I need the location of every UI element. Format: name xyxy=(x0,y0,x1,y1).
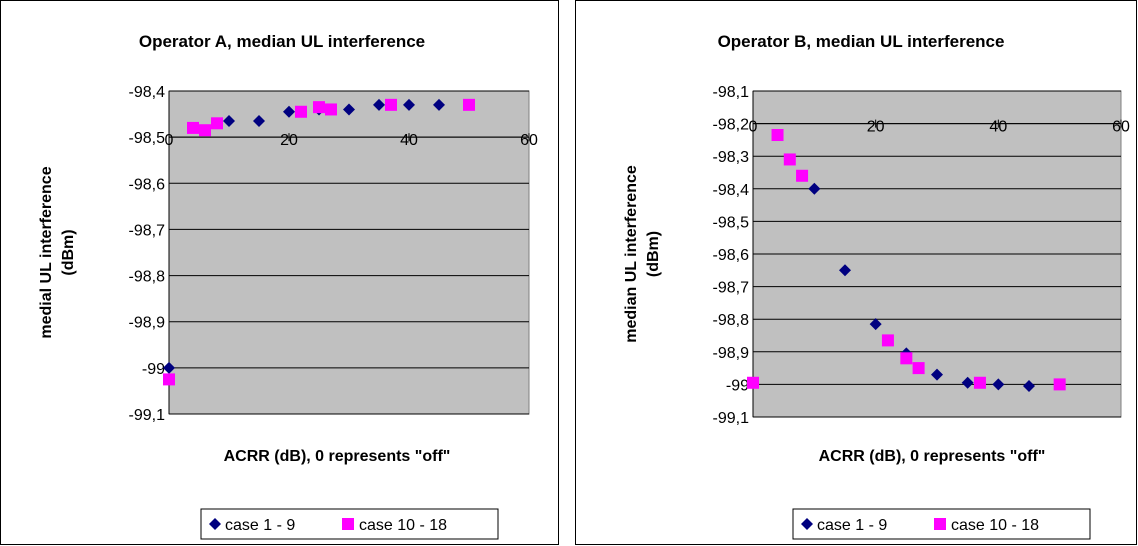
legend-marker-series-2 xyxy=(342,518,354,530)
data-point xyxy=(463,98,475,111)
data-point xyxy=(931,368,943,381)
chart-operator-a: Operator A, median UL interference -98,4 -… xyxy=(38,32,538,540)
y-tick-label: -98,6 xyxy=(713,247,750,264)
x-tick-label: 60 xyxy=(520,132,538,149)
data-point xyxy=(796,169,809,182)
y-tick-label: -98,5 xyxy=(713,214,750,231)
y-axis-label-unit: (dBm) xyxy=(60,229,77,275)
x-tick-label: 20 xyxy=(280,132,298,149)
data-point xyxy=(881,334,894,347)
data-point xyxy=(163,373,175,386)
data-point xyxy=(199,124,211,137)
chart-panel-operator-b: Operator B, median UL interference -98,1 -… xyxy=(575,0,1137,545)
y-axis-label: median UL interference xyxy=(623,165,640,343)
y-tick-label: -98,1 xyxy=(713,84,750,101)
data-point xyxy=(992,378,1005,391)
data-point xyxy=(253,114,265,127)
y-tick-label: -98,6 xyxy=(129,176,166,193)
x-axis-label: ACRR (dB), 0 represents "off" xyxy=(819,448,1046,465)
y-tick-label: -99 xyxy=(726,377,749,394)
x-tick-label: 20 xyxy=(867,119,885,136)
legend-label-series-2: case 10 - 18 xyxy=(951,517,1039,534)
data-point xyxy=(973,376,986,389)
y-tick-label: -98,2 xyxy=(713,117,750,134)
y-tick-label: -98,7 xyxy=(713,280,750,297)
data-point xyxy=(385,98,397,111)
x-tick-label: 0 xyxy=(749,119,758,136)
data-point xyxy=(373,98,385,111)
data-point xyxy=(313,101,325,114)
y-axis-label: medial UL interference xyxy=(38,166,55,338)
data-point xyxy=(295,105,307,118)
x-tick-label: 40 xyxy=(989,119,1007,136)
chart-panel-operator-a: Operator A, median UL interference -98,4 -… xyxy=(0,0,559,545)
legend-label-series-1: case 1 - 9 xyxy=(817,517,887,534)
data-point xyxy=(211,117,223,130)
data-point xyxy=(163,361,175,374)
data-point xyxy=(961,376,974,389)
y-tick-label: -98,5 xyxy=(129,130,166,147)
y-tick-label: -98,4 xyxy=(129,84,166,101)
legend-label-series-2: case 10 - 18 xyxy=(359,517,447,534)
data-point xyxy=(1053,378,1066,391)
y-axis-label-group: medial UL interference (dBm) xyxy=(38,166,77,338)
data-point xyxy=(1023,380,1035,393)
legend-marker-series-2 xyxy=(934,518,946,530)
y-tick-label: -98,8 xyxy=(129,269,166,286)
data-point xyxy=(912,362,925,375)
legend-marker-series-1 xyxy=(209,518,221,530)
data-point xyxy=(900,352,913,365)
data-point xyxy=(343,103,355,116)
y-tick-label: -99,1 xyxy=(129,407,166,424)
x-axis-label: ACRR (dB), 0 represents "off" xyxy=(224,448,451,465)
x-tick-label: 0 xyxy=(165,132,174,149)
data-point xyxy=(783,153,796,166)
data-point xyxy=(808,182,821,195)
legend-marker-series-1 xyxy=(801,518,813,530)
data-point xyxy=(325,103,337,116)
y-tick-label: -98,7 xyxy=(129,222,166,239)
chart-operator-b: Operator B, median UL interference -98,1 -… xyxy=(623,32,1130,540)
y-tick-label: -99 xyxy=(142,361,165,378)
y-tick-label: -98,4 xyxy=(713,182,750,199)
data-point xyxy=(869,318,882,331)
legend-label-series-1: case 1 - 9 xyxy=(225,517,295,534)
data-point xyxy=(283,105,295,118)
data-point xyxy=(223,114,235,127)
plot-area xyxy=(168,90,530,415)
y-axis-label-unit: (dBm) xyxy=(645,231,662,277)
data-point xyxy=(187,121,199,134)
x-tick-label: 60 xyxy=(1112,119,1130,136)
data-point xyxy=(771,129,784,142)
chart-title: Operator B, median UL interference xyxy=(718,32,1005,51)
x-tick-label: 40 xyxy=(400,132,418,149)
y-tick-label: -98,8 xyxy=(713,312,750,329)
y-tick-label: -98,9 xyxy=(129,315,166,332)
y-tick-label: -99,1 xyxy=(713,410,750,427)
data-point xyxy=(403,98,415,111)
data-point xyxy=(747,376,759,389)
y-tick-label: -98,3 xyxy=(713,149,750,166)
chart-title: Operator A, median UL interference xyxy=(139,32,425,51)
y-axis-label-group: median UL interference (dBm) xyxy=(623,165,662,343)
data-point xyxy=(839,264,851,277)
data-point xyxy=(433,98,445,111)
y-tick-label: -98,9 xyxy=(713,345,750,362)
